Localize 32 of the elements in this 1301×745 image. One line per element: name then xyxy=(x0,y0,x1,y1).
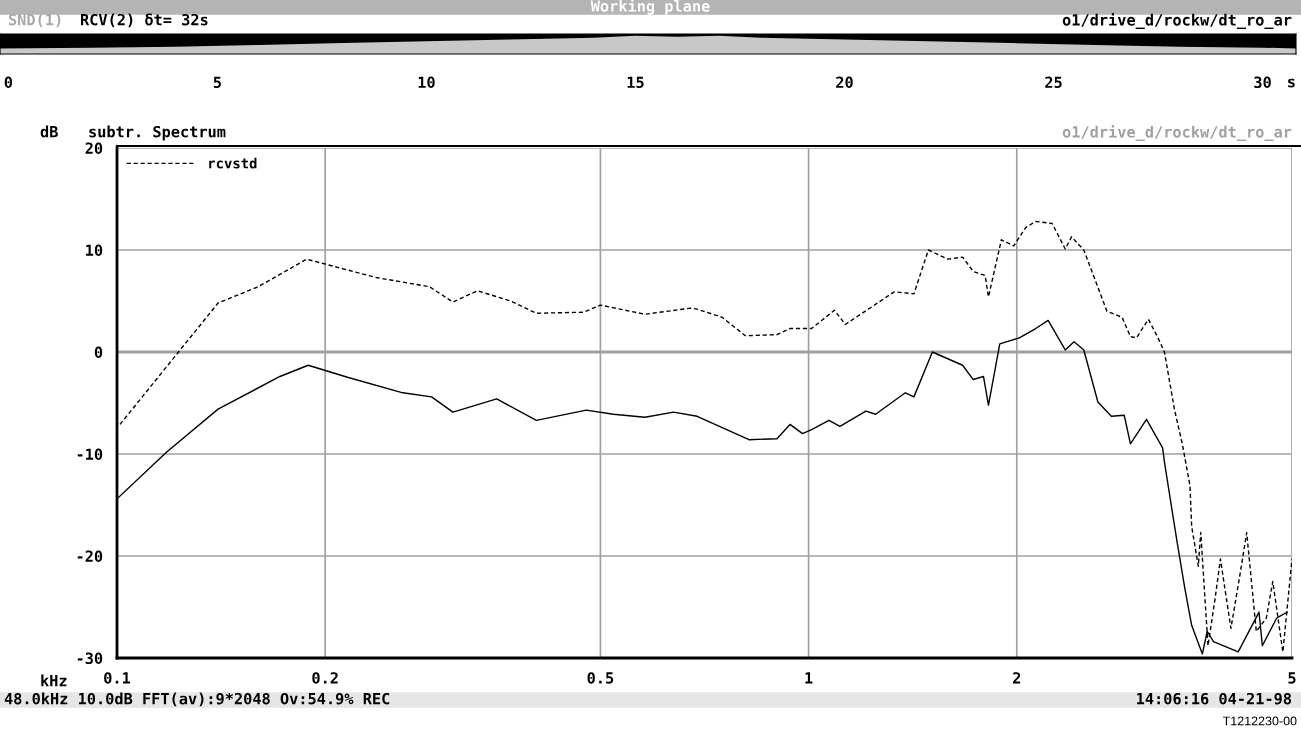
x-tick-label: 0.5 xyxy=(587,672,614,684)
chart-title: subtr. Spectrum xyxy=(89,125,226,141)
x-tick-label: 25 xyxy=(1045,76,1062,89)
y-tick-label: 20 xyxy=(85,142,103,155)
x-tick-label: 0.1 xyxy=(104,672,131,684)
x-tick-label: 5 xyxy=(1288,672,1296,684)
x-tick-label: 0 xyxy=(4,76,13,89)
legend-label: rcvstd xyxy=(209,157,257,169)
y-tick-label: 0 xyxy=(94,346,103,359)
x-tick-label: 20 xyxy=(836,76,853,89)
x-tick-label: 10 xyxy=(418,76,435,89)
x-axis-title: s xyxy=(1288,78,1295,88)
y-axis-title: dB xyxy=(40,125,58,138)
text: 48.0kHz 10.0dB FFT(av):9*2048 Ov:54.9% REC xyxy=(4,692,390,707)
x-tick-label: 1 xyxy=(805,672,813,684)
x-tick-label: 5 xyxy=(213,76,221,89)
chart-title: Working plane xyxy=(590,0,710,15)
x-tick-label: 30 xyxy=(1254,76,1271,89)
text: T1212230-00 xyxy=(1222,716,1297,726)
y-tick-label: -20 xyxy=(77,550,103,563)
text: o1/drive_d/rockw/dt_ro_ar xyxy=(1062,12,1292,30)
y-tick-label: -10 xyxy=(77,448,103,461)
y-tick-label: -30 xyxy=(77,652,103,665)
x-tick-label: 15 xyxy=(627,76,644,89)
text: 14:06:16 04-21-98 xyxy=(1137,692,1292,705)
text: o1/drive_d/rockw/dt_ro_ar xyxy=(1062,124,1292,142)
x-tick-label: 0.2 xyxy=(312,672,338,684)
x-axis-title: kHz xyxy=(41,674,67,687)
x-tick-label: 2 xyxy=(1013,672,1021,684)
text: RCV(2) δt= 32s xyxy=(80,13,208,28)
y-tick-label: 10 xyxy=(86,244,103,257)
text: SND(1) xyxy=(8,13,61,28)
